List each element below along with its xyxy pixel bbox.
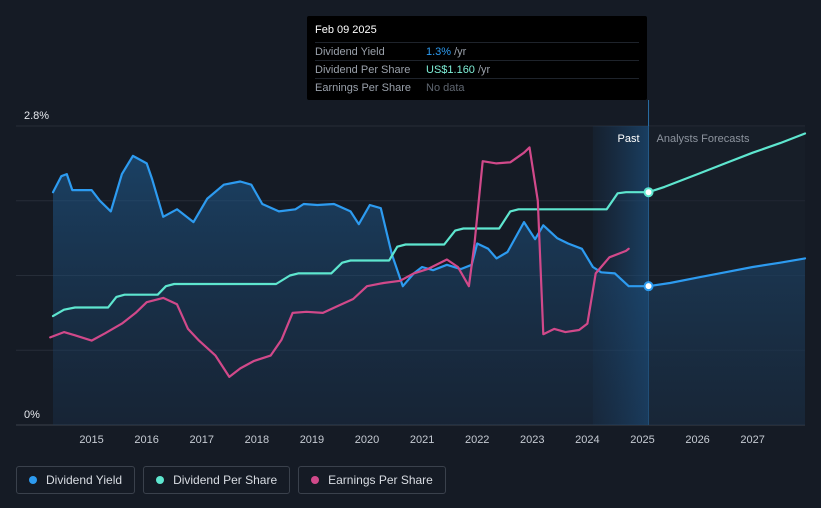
tooltip-date: Feb 09 2025 (315, 24, 377, 36)
marker-point (643, 187, 654, 198)
tooltip-label: Dividend Per Share (315, 63, 411, 76)
x-tick-label: 2027 (740, 434, 764, 446)
yield-area (53, 155, 805, 425)
earnings-per-share-line (49, 146, 630, 378)
y-tick-label: 0% (24, 409, 40, 421)
legend-dot-icon (311, 476, 320, 484)
legend-dot-icon (156, 476, 165, 484)
x-tick-label: 2019 (300, 434, 324, 446)
legend-label: Dividend Per Share (173, 473, 278, 487)
tooltip-row-earnings-per-share: Earnings Per Share No data (315, 78, 639, 96)
axis-labels: 2.8% 0% 2015 2016 2017 2018 2019 2020 2021 2022 20… (24, 110, 765, 446)
x-tick-label: 2023 (520, 434, 544, 446)
marker-point (643, 281, 654, 292)
tooltip-row-dividend-per-share: Dividend Per Share US$1.160 /yr (315, 60, 639, 78)
legend-dividend-per-share[interactable]: Dividend Per Share (143, 466, 291, 494)
legend-dividend-yield[interactable]: Dividend Yield (16, 466, 136, 494)
x-tick-label: 2021 (410, 434, 434, 446)
tooltip-row-dividend-yield: Dividend Yield 1.3% /yr (315, 42, 639, 60)
tooltip-unit: /yr (477, 63, 491, 76)
x-tick-label: 2016 (134, 434, 158, 446)
x-tick-label: 2015 (79, 434, 103, 446)
dividend-yield-area (53, 155, 805, 425)
legend-label: Earnings Per Share (328, 473, 433, 487)
legend-dot-icon (29, 476, 37, 484)
marker-points (643, 187, 654, 292)
x-tick-label: 2025 (630, 434, 654, 446)
forecast-label: Analysts Forecasts (657, 133, 750, 145)
tooltip-label: Earnings Per Share (315, 81, 411, 94)
legend-label: Dividend Yield (46, 473, 123, 487)
legend-earnings-per-share[interactable]: Earnings Per Share (298, 466, 446, 494)
tooltip-value: 1.3% (426, 45, 452, 58)
tooltip-value: No data (426, 81, 465, 94)
tooltip-unit: /yr (454, 45, 467, 58)
tooltip: Feb 09 2025 Dividend Yield 1.3% /yr Divi… (307, 16, 647, 100)
past-label: Past (618, 133, 640, 145)
x-tick-label: 2020 (355, 434, 379, 446)
tooltip-value: US$1.160 (426, 63, 475, 76)
y-tick-label: 2.8% (24, 110, 49, 122)
dividend-yield-line (51, 154, 807, 288)
series-lines (49, 132, 807, 378)
x-tick-label: 2026 (685, 434, 709, 446)
x-tick-label: 2017 (190, 434, 214, 446)
dividend-per-share-line (51, 132, 807, 318)
tooltip-label: Dividend Yield (315, 45, 385, 58)
x-tick-label: 2024 (575, 434, 599, 446)
x-tick-label: 2022 (465, 434, 489, 446)
x-tick-label: 2018 (245, 434, 269, 446)
legend: Dividend Yield Dividend Per Share Earnin… (16, 466, 446, 494)
